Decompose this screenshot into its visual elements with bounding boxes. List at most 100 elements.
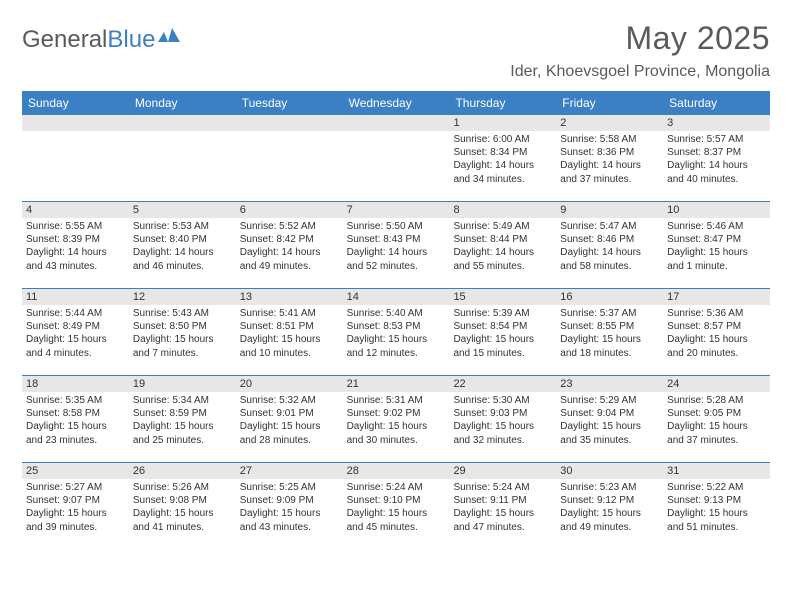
day-number: 1 [449,115,556,131]
sunrise-text: Sunrise: 5:46 AM [667,220,766,233]
day-body: Sunrise: 5:52 AMSunset: 8:42 PMDaylight:… [236,218,343,275]
day-cell: 1Sunrise: 6:00 AMSunset: 8:34 PMDaylight… [449,115,556,201]
week-row: 1Sunrise: 6:00 AMSunset: 8:34 PMDaylight… [22,115,770,201]
day-body: Sunrise: 5:34 AMSunset: 8:59 PMDaylight:… [129,392,236,449]
sunset-text: Sunset: 8:57 PM [667,320,766,333]
daylight-text: Daylight: 14 hours and 43 minutes. [26,246,125,272]
day-body [343,131,450,135]
day-number: 29 [449,463,556,479]
day-number: 31 [663,463,770,479]
weeks-container: 1Sunrise: 6:00 AMSunset: 8:34 PMDaylight… [22,115,770,549]
daylight-text: Daylight: 15 hours and 30 minutes. [347,420,446,446]
day-body: Sunrise: 5:43 AMSunset: 8:50 PMDaylight:… [129,305,236,362]
sunset-text: Sunset: 8:43 PM [347,233,446,246]
day-number: 27 [236,463,343,479]
day-body: Sunrise: 5:27 AMSunset: 9:07 PMDaylight:… [22,479,129,536]
day-cell: 19Sunrise: 5:34 AMSunset: 8:59 PMDayligh… [129,376,236,462]
week-row: 11Sunrise: 5:44 AMSunset: 8:49 PMDayligh… [22,288,770,375]
day-cell: 16Sunrise: 5:37 AMSunset: 8:55 PMDayligh… [556,289,663,375]
daylight-text: Daylight: 14 hours and 52 minutes. [347,246,446,272]
daylight-text: Daylight: 15 hours and 43 minutes. [240,507,339,533]
day-body: Sunrise: 6:00 AMSunset: 8:34 PMDaylight:… [449,131,556,188]
sunrise-text: Sunrise: 5:37 AM [560,307,659,320]
day-header: Thursday [449,91,556,115]
day-number: 12 [129,289,236,305]
day-cell [343,115,450,201]
logo-text-general: General [22,26,107,54]
day-number: 26 [129,463,236,479]
day-cell: 14Sunrise: 5:40 AMSunset: 8:53 PMDayligh… [343,289,450,375]
day-number: 30 [556,463,663,479]
sunset-text: Sunset: 8:47 PM [667,233,766,246]
sunrise-text: Sunrise: 5:25 AM [240,481,339,494]
sunrise-text: Sunrise: 5:53 AM [133,220,232,233]
daylight-text: Daylight: 15 hours and 7 minutes. [133,333,232,359]
daylight-text: Daylight: 15 hours and 15 minutes. [453,333,552,359]
daylight-text: Daylight: 15 hours and 4 minutes. [26,333,125,359]
day-cell: 8Sunrise: 5:49 AMSunset: 8:44 PMDaylight… [449,202,556,288]
sunset-text: Sunset: 8:44 PM [453,233,552,246]
day-number: 7 [343,202,450,218]
daylight-text: Daylight: 15 hours and 10 minutes. [240,333,339,359]
day-number: 22 [449,376,556,392]
day-cell: 24Sunrise: 5:28 AMSunset: 9:05 PMDayligh… [663,376,770,462]
week-row: 25Sunrise: 5:27 AMSunset: 9:07 PMDayligh… [22,462,770,549]
day-body: Sunrise: 5:23 AMSunset: 9:12 PMDaylight:… [556,479,663,536]
sunset-text: Sunset: 8:58 PM [26,407,125,420]
day-body: Sunrise: 5:22 AMSunset: 9:13 PMDaylight:… [663,479,770,536]
day-cell: 13Sunrise: 5:41 AMSunset: 8:51 PMDayligh… [236,289,343,375]
sunrise-text: Sunrise: 5:43 AM [133,307,232,320]
day-cell: 5Sunrise: 5:53 AMSunset: 8:40 PMDaylight… [129,202,236,288]
day-body: Sunrise: 5:25 AMSunset: 9:09 PMDaylight:… [236,479,343,536]
daylight-text: Daylight: 14 hours and 49 minutes. [240,246,339,272]
calendar-page: GeneralBlue May 2025 Ider, Khoevsgoel Pr… [0,0,792,559]
day-number [236,115,343,131]
sunset-text: Sunset: 8:40 PM [133,233,232,246]
day-number: 19 [129,376,236,392]
sunset-text: Sunset: 8:50 PM [133,320,232,333]
day-cell: 7Sunrise: 5:50 AMSunset: 8:43 PMDaylight… [343,202,450,288]
day-cell [22,115,129,201]
day-number: 24 [663,376,770,392]
day-body: Sunrise: 5:39 AMSunset: 8:54 PMDaylight:… [449,305,556,362]
day-number [129,115,236,131]
day-cell [236,115,343,201]
sunset-text: Sunset: 9:05 PM [667,407,766,420]
sunrise-text: Sunrise: 5:31 AM [347,394,446,407]
day-number: 3 [663,115,770,131]
day-header: Tuesday [236,91,343,115]
sunrise-text: Sunrise: 5:47 AM [560,220,659,233]
daylight-text: Daylight: 15 hours and 12 minutes. [347,333,446,359]
sunset-text: Sunset: 9:13 PM [667,494,766,507]
sunset-text: Sunset: 8:39 PM [26,233,125,246]
title-block: May 2025 Ider, Khoevsgoel Province, Mong… [510,20,770,81]
daylight-text: Daylight: 15 hours and 18 minutes. [560,333,659,359]
day-body [22,131,129,135]
sunset-text: Sunset: 8:37 PM [667,146,766,159]
sunset-text: Sunset: 8:46 PM [560,233,659,246]
day-number: 8 [449,202,556,218]
daylight-text: Daylight: 15 hours and 45 minutes. [347,507,446,533]
sunrise-text: Sunrise: 6:00 AM [453,133,552,146]
sunset-text: Sunset: 9:03 PM [453,407,552,420]
day-body: Sunrise: 5:36 AMSunset: 8:57 PMDaylight:… [663,305,770,362]
day-cell: 20Sunrise: 5:32 AMSunset: 9:01 PMDayligh… [236,376,343,462]
sunrise-text: Sunrise: 5:26 AM [133,481,232,494]
location-text: Ider, Khoevsgoel Province, Mongolia [510,63,770,81]
daylight-text: Daylight: 15 hours and 1 minute. [667,246,766,272]
day-cell [129,115,236,201]
sunset-text: Sunset: 9:09 PM [240,494,339,507]
day-body: Sunrise: 5:29 AMSunset: 9:04 PMDaylight:… [556,392,663,449]
sunrise-text: Sunrise: 5:32 AM [240,394,339,407]
day-cell: 25Sunrise: 5:27 AMSunset: 9:07 PMDayligh… [22,463,129,549]
day-cell: 3Sunrise: 5:57 AMSunset: 8:37 PMDaylight… [663,115,770,201]
sunrise-text: Sunrise: 5:22 AM [667,481,766,494]
sunset-text: Sunset: 8:51 PM [240,320,339,333]
day-body: Sunrise: 5:44 AMSunset: 8:49 PMDaylight:… [22,305,129,362]
daylight-text: Daylight: 14 hours and 40 minutes. [667,159,766,185]
day-cell: 22Sunrise: 5:30 AMSunset: 9:03 PMDayligh… [449,376,556,462]
day-number: 2 [556,115,663,131]
sunrise-text: Sunrise: 5:24 AM [347,481,446,494]
day-body: Sunrise: 5:58 AMSunset: 8:36 PMDaylight:… [556,131,663,188]
day-number: 4 [22,202,129,218]
